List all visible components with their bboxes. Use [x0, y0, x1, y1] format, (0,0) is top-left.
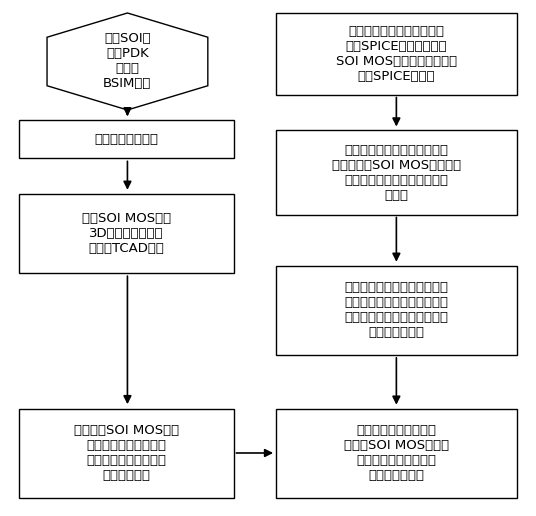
Bar [276, 266, 517, 355]
Bar [276, 131, 517, 215]
Bar [19, 194, 234, 273]
Bar [276, 13, 517, 94]
Text: 计算、拟合得到关态和
开态下SOI MOS器件剂
量率辐射效应的峰值电
流解析解表达式: 计算、拟合得到关态和 开态下SOI MOS器件剂 量率辐射效应的峰值电 流解析解… [344, 424, 449, 482]
Text: 建立SOI MOS器件
3D模型并进行不同
条件的TCAD仿真: 建立SOI MOS器件 3D模型并进行不同 条件的TCAD仿真 [81, 212, 170, 255]
Text: 将器件辐射效应解析解耦合
到原SPICE模型上，得到
SOI MOS器件剂量率辐射效
应的SPICE宏模型: 将器件辐射效应解析解耦合 到原SPICE模型上，得到 SOI MOS器件剂量率辐… [336, 25, 457, 83]
Bar [19, 409, 234, 498]
Text: 对峰值电流解析解进行多寄生
效应叠加的高斯时域扩展，得
到开态和关态的器件辐射效应
时域模型解析解: 对峰值电流解析解进行多寄生 效应叠加的高斯时域扩展，得 到开态和关态的器件辐射效… [345, 281, 449, 340]
Text: 反向工艺参数提取: 反向工艺参数提取 [94, 133, 158, 146]
Text: 对时域模型解析解进行全电压
扩展，得到SOI MOS器件任意
工作电压下的剂量率辐射效应
解析解: 对时域模型解析解进行全电压 扩展，得到SOI MOS器件任意 工作电压下的剂量率… [332, 143, 461, 202]
Bar [276, 409, 517, 498]
Text: 选定SOI工
艺的PDK
文件及
BSIM模型: 选定SOI工 艺的PDK 文件及 BSIM模型 [103, 33, 152, 90]
Polygon shape [47, 13, 208, 110]
Bar [19, 120, 234, 158]
Text: 全面分析SOI MOS器件
剂量率辐射的宏观和微
观响应特性，获得所有
寄生效应机理: 全面分析SOI MOS器件 剂量率辐射的宏观和微 观响应特性，获得所有 寄生效应… [73, 424, 178, 482]
